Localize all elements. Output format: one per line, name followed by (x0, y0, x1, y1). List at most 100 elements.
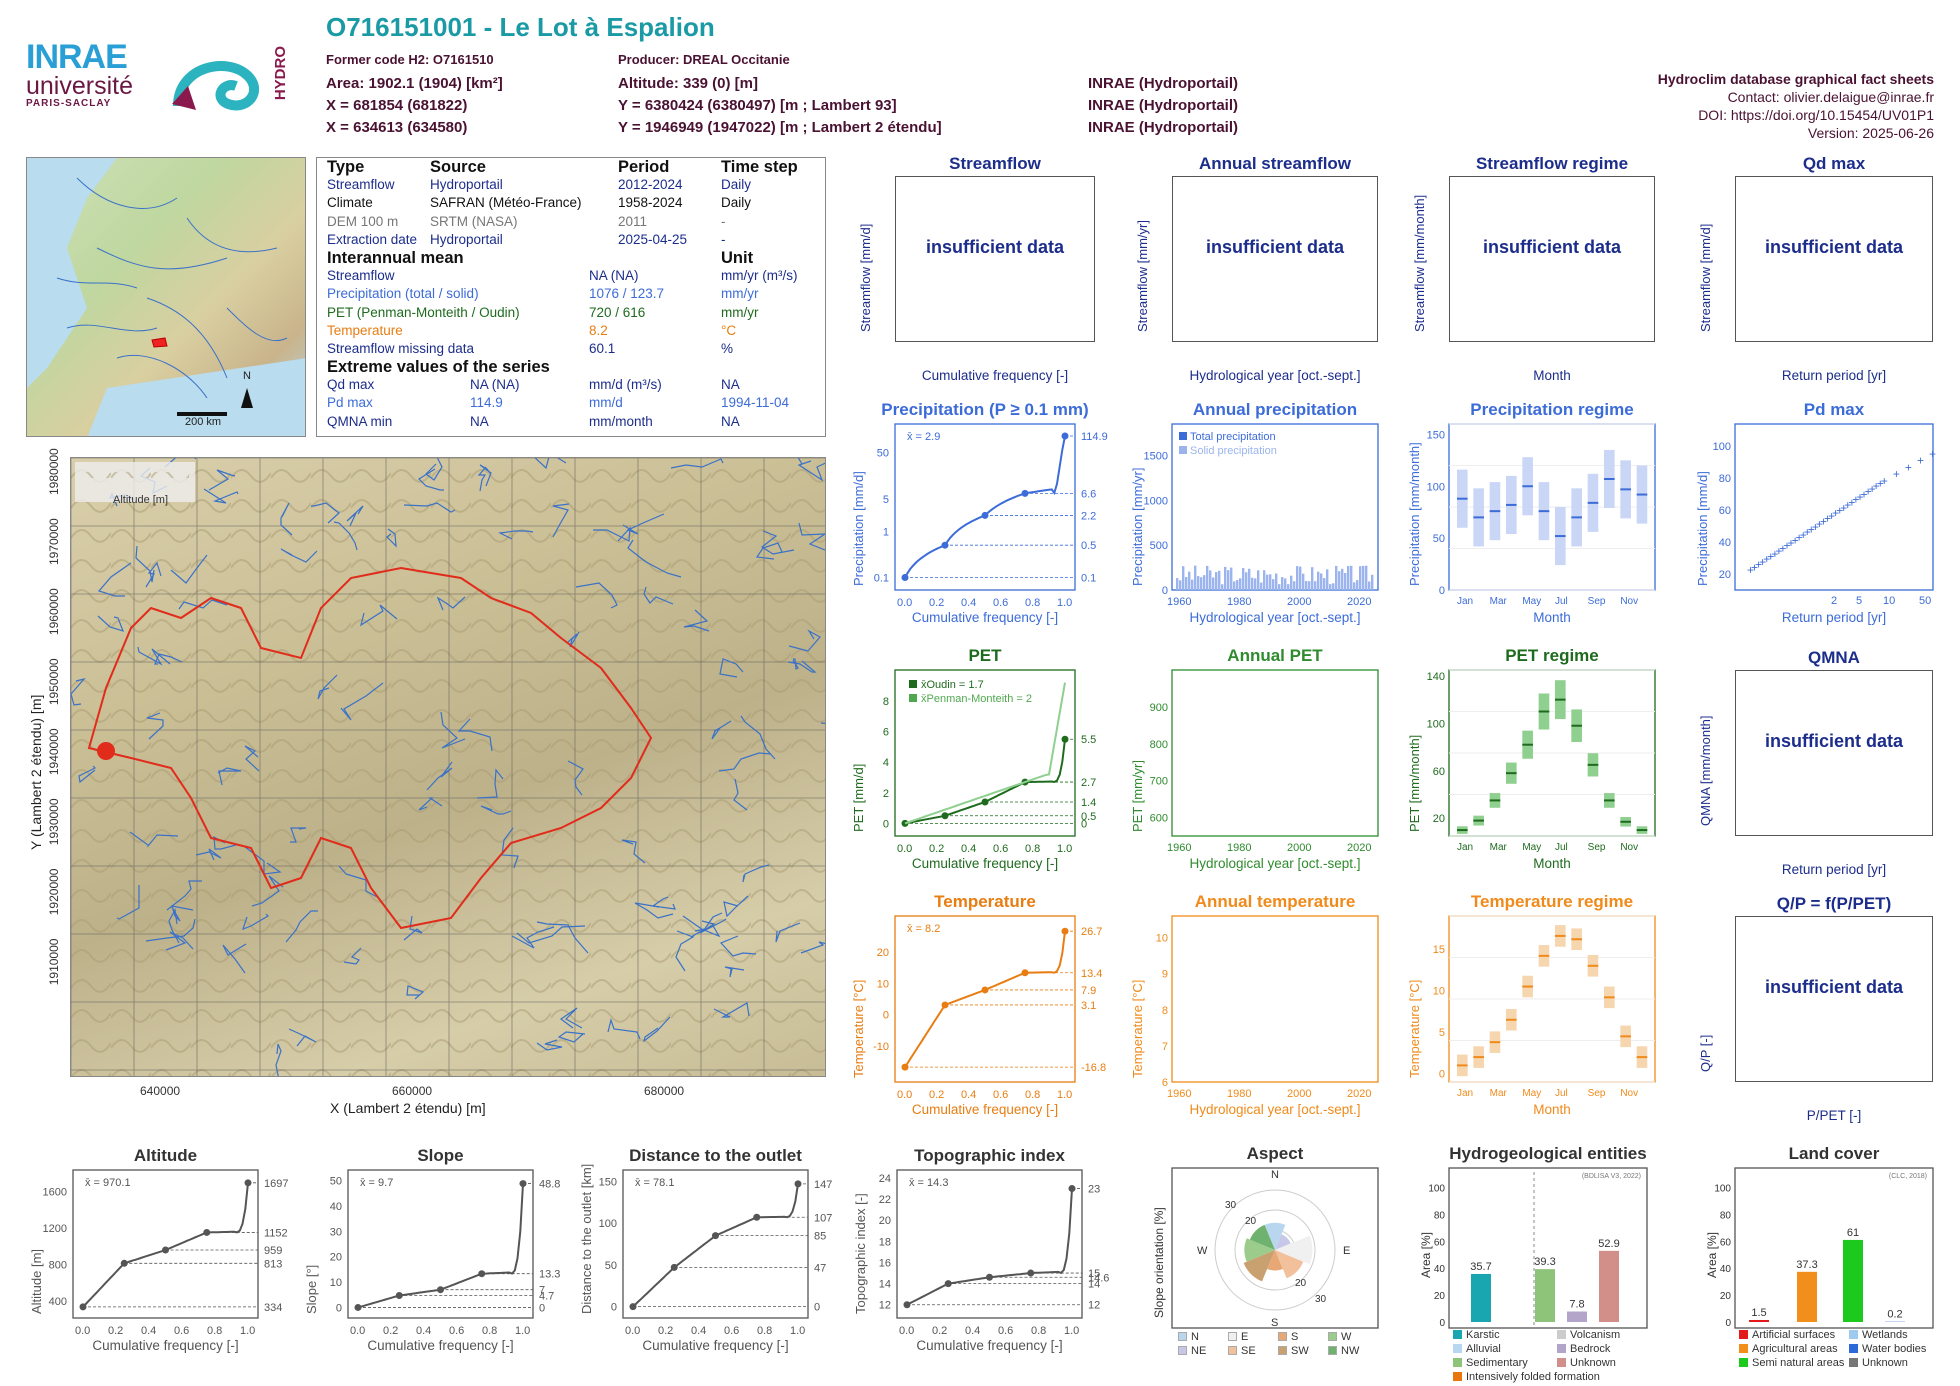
altitude-quantile-label: 813 (264, 1258, 282, 1270)
mean-header: Interannual mean (327, 248, 464, 267)
pd_max-point: + (1783, 539, 1790, 553)
cell: - (721, 213, 726, 229)
precip-x-tick: 0.0 (897, 597, 912, 609)
annual_precip-solid-bar (1326, 569, 1329, 590)
pd_max-point: + (1856, 490, 1863, 504)
annual_precip-solid-bar (1347, 566, 1350, 590)
extreme-row: Pd max 114.9 mm/d 1994-11-04 (327, 394, 815, 412)
pd_max-point: + (1763, 552, 1770, 566)
precip-x-tick: 0.8 (1025, 597, 1040, 609)
precip_regime-y-tick: 0 (1439, 585, 1445, 597)
slope-quantile-label: 4.7 (539, 1291, 554, 1303)
precip-y-tick: 0.1 (874, 573, 889, 585)
temp-quantile-label: -16.8 (1081, 1062, 1106, 1074)
map-y-tick: 1910000 (47, 938, 61, 985)
slope-x-tick: 0.0 (350, 1325, 365, 1337)
pd_max-point: + (1836, 504, 1843, 518)
landcover-source-note: (CLC, 2018) (1889, 1173, 1927, 1180)
landcover-bar-label: 37.3 (1796, 1259, 1817, 1271)
annual_precip-solid-bar (1218, 570, 1221, 590)
aspect-legend-swatch (1278, 1332, 1287, 1341)
annual_precip-solid-bar (1260, 582, 1263, 590)
precip_regime-x-tick: Jan (1457, 596, 1473, 607)
col-period-header: Period (618, 158, 670, 176)
topo-x-label: Cumulative frequency [-] (916, 1338, 1063, 1353)
annual_precip-solid-bar (1311, 567, 1314, 590)
precip_regime-y-tick: 50 (1433, 533, 1445, 545)
landcover-legend-swatch (1849, 1344, 1858, 1353)
cell: Qd max (327, 377, 375, 393)
extreme-row: QMNA min NA mm/month NA (327, 413, 815, 431)
hydrogeo-bar-label: 39.3 (1534, 1256, 1555, 1268)
annual_pet-y-label: PET [mm/yr] (1130, 760, 1145, 832)
pd_max-point: + (1844, 498, 1851, 512)
annual_temp-y-label: Temperature [°C] (1130, 979, 1145, 1078)
distance-x-tick: 0.8 (757, 1325, 772, 1337)
annual_precip-solid-bar (1296, 566, 1299, 590)
qp-message: insufficient data (1764, 977, 1903, 997)
aspect-ring-label: 20 (1295, 1278, 1307, 1289)
annual_precip-solid-bar (1299, 566, 1302, 590)
pd_max-frame (1734, 423, 1934, 591)
annual_precip-solid-bar (1287, 584, 1290, 590)
annual_precip-solid-bar (1206, 565, 1209, 590)
temp_regime-x-tick: Sep (1588, 1088, 1606, 1099)
pd_max-point: + (1792, 533, 1799, 547)
meta-doi[interactable]: DOI: https://doi.org/10.15454/UV01P1 (1698, 107, 1934, 123)
aspect-direction-label: E (1343, 1245, 1350, 1257)
pd_max-point: + (1824, 512, 1831, 526)
landcover-legend-item: Artificial surfaces (1739, 1328, 1849, 1342)
pet_regime-x-tick: May (1522, 842, 1541, 853)
precip_regime-x-tick: Nov (1620, 596, 1638, 607)
pd_max-point: + (1848, 495, 1855, 509)
slope-y-tick: 20 (330, 1252, 342, 1264)
pd_max-point: + (1881, 474, 1888, 488)
pd_max-point: + (1808, 522, 1815, 536)
meta-contact[interactable]: Contact: olivier.delaigue@inrae.fr (1727, 89, 1934, 105)
unit-header: Unit (721, 248, 754, 267)
topo-y-tick: 16 (879, 1257, 891, 1269)
topo-title: Topographic index (914, 1146, 1065, 1165)
annual_precip-y-tick: 1000 (1144, 495, 1168, 507)
qmna-x-label: Return period [yr] (1781, 862, 1887, 877)
temp_regime-y-label: Temperature [°C] (1407, 979, 1422, 1078)
pd_max-x-tick: 5 (1856, 595, 1862, 607)
annual_precip-solid-bar (1344, 573, 1347, 590)
aspect-legend-label: SW (1291, 1345, 1309, 1357)
annual_pet-x-label: Hydrological year [oct.-sept.] (1189, 856, 1361, 871)
pet-y-tick: 8 (883, 696, 889, 708)
hydro-wave-icon (172, 61, 259, 111)
altitude-quantile-label: 1697 (264, 1178, 288, 1190)
slope-x-tick: 0.8 (482, 1325, 497, 1337)
hydrogeo-legend-swatch (1557, 1330, 1566, 1339)
distance-quantile-label: 47 (814, 1262, 826, 1274)
annual_pet-x-tick: 2020 (1347, 842, 1371, 854)
altitude-mean: x̄ = 970.1 (85, 1177, 131, 1189)
pd_max-x-tick: 2 (1831, 595, 1837, 607)
hydrogeo-y-tick: 100 (1428, 1183, 1445, 1194)
meta-block: Hydroclim database graphical fact sheets… (1658, 70, 1934, 142)
hydrogeo-y-tick: 80 (1434, 1210, 1446, 1221)
cell: °C (721, 322, 737, 338)
pd_max-point: + (1767, 549, 1774, 563)
annual_precip-solid-bar (1242, 568, 1245, 590)
cell: 2011 (618, 213, 648, 229)
cell: Precipitation (total / solid) (327, 286, 479, 302)
landcover-y-tick: 80 (1720, 1210, 1732, 1221)
pet_regime-x-label: Month (1533, 856, 1571, 871)
annual_precip-legend-solid: Solid precipitation (1190, 445, 1277, 457)
annual_precip-solid-bar (1275, 573, 1278, 590)
info-table: Type Source Period Time step Streamflow Hydr… (316, 157, 826, 437)
pd_max-point: + (1747, 563, 1754, 577)
precip_regime-y-label: Precipitation [mm/month] (1407, 442, 1422, 586)
annual_precip-solid-bar (1245, 572, 1248, 590)
pet-title: PET (968, 646, 1002, 665)
cell: Hydroportail (430, 231, 503, 247)
annual_precip-solid-bar (1236, 579, 1239, 590)
temp-x-tick: 0.8 (1025, 1089, 1040, 1101)
pet-legend-penman: x̄Penman-Monteith = 2 (921, 693, 1032, 705)
col-step-header: Time step (721, 158, 798, 176)
annual_precip-solid-bar (1176, 578, 1179, 590)
qd_max-message: insufficient data (1764, 237, 1903, 257)
topo-y-label: Topographic index [-] (853, 1193, 868, 1314)
